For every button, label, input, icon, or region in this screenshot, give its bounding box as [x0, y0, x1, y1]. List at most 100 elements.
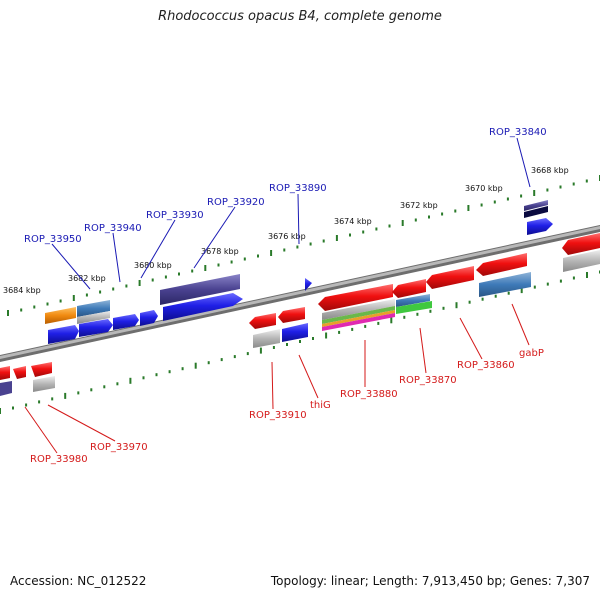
upper-scale-tick	[414, 218, 417, 222]
upper-scale-tick	[546, 188, 549, 192]
label-leaders	[24, 137, 531, 454]
gene-red-mid-3[interactable]	[392, 279, 426, 298]
gene-rop-33870[interactable]	[426, 266, 474, 289]
upper-scale-tick	[138, 280, 141, 286]
upper-scale-tick	[59, 299, 62, 303]
lower-scale-tick	[481, 297, 484, 301]
gene-rop-33880-grey[interactable]	[322, 299, 395, 320]
upper-scale-tick	[270, 250, 273, 256]
gene-rop-33940[interactable]	[79, 319, 113, 337]
lower-scale-tick	[90, 388, 93, 392]
kbp-label-3672: 3672 kbp	[400, 201, 438, 210]
gene-rop-33880-magenta[interactable]	[322, 313, 395, 331]
genome-backbone	[0, 225, 600, 362]
gene-rop-33980[interactable]	[0, 381, 12, 396]
lower-scale-tick	[572, 276, 575, 280]
label-rop-33880[interactable]: ROP_33880	[340, 389, 398, 400]
gene-rop-33950[interactable]	[48, 325, 79, 344]
gene-green-mid[interactable]	[396, 301, 432, 314]
upper-scale-tick	[85, 293, 88, 297]
accession-text: Accession: NC_012522	[10, 574, 147, 588]
gene-red-right[interactable]	[562, 233, 600, 255]
lower-scale-track	[0, 270, 600, 414]
kbp-label-3678: 3678 kbp	[201, 247, 239, 256]
label-rop-33890[interactable]: ROP_33890	[269, 183, 327, 194]
lower-scale-tick	[442, 306, 445, 310]
gene-rop-33920[interactable]	[163, 293, 243, 321]
gene-red-left-2[interactable]	[13, 366, 26, 379]
label-rop-33940[interactable]: ROP_33940	[84, 223, 142, 234]
lower-scale-tick	[272, 346, 275, 349]
upper-scale-tick	[467, 205, 470, 211]
gene-labels-top: ROP_33950 ROP_33940 ROP_33930 ROP_33920 …	[24, 127, 547, 245]
label-rop-33910[interactable]: ROP_33910	[249, 410, 307, 421]
gene-rop-33880-green[interactable]	[322, 306, 395, 324]
gene-thiG[interactable]	[282, 323, 308, 342]
label-rop-33840[interactable]: ROP_33840	[489, 127, 547, 138]
kbp-label-3668: 3668 kbp	[531, 166, 569, 175]
gene-steel-small[interactable]	[77, 300, 110, 317]
label-thiG[interactable]: thiG	[310, 400, 331, 411]
lower-scale-tick	[494, 294, 497, 298]
gene-rop-33840-a[interactable]	[524, 200, 548, 211]
lower-scale-tick	[233, 355, 236, 359]
gene-steel-mid[interactable]	[396, 294, 430, 307]
gene-rop-33930[interactable]	[113, 314, 139, 330]
lower-scale-tick	[312, 337, 314, 340]
gene-rop-33840-c[interactable]	[527, 218, 553, 235]
label-gabP[interactable]: gabP	[519, 348, 544, 359]
upper-scale-tick	[362, 230, 365, 234]
lower-scale-tick	[416, 312, 419, 316]
gene-rop-33860[interactable]	[476, 253, 527, 276]
lower-scale-tick	[507, 291, 510, 295]
gene-red-left-3[interactable]	[31, 362, 52, 377]
upper-scale-tick	[20, 308, 23, 312]
lower-scale-tick	[468, 300, 471, 304]
lower-scale-tick	[559, 279, 562, 283]
gene-rop-33880-orange[interactable]	[322, 310, 395, 327]
gene-orange[interactable]	[45, 307, 76, 324]
label-rop-33970[interactable]: ROP_33970	[90, 442, 148, 453]
gene-red-mid-1[interactable]	[249, 313, 276, 329]
lower-scale-tick	[25, 403, 28, 407]
lower-scale-tick	[364, 324, 367, 328]
lower-scale-tick	[129, 377, 132, 384]
gene-red-left-1[interactable]	[0, 366, 10, 380]
upper-scale-tick	[46, 302, 49, 306]
upper-scale-tick	[388, 224, 391, 228]
label-rop-33870[interactable]: ROP_33870	[399, 375, 457, 386]
upper-scale-tick	[72, 295, 75, 301]
label-rop-33920[interactable]: ROP_33920	[207, 197, 265, 208]
lower-scale-tick	[338, 330, 341, 334]
upper-scale-tick	[191, 269, 194, 273]
lower-scale-tick	[259, 347, 262, 354]
gene-rop-33880-red[interactable]	[318, 284, 393, 311]
gene-rop-33910[interactable]	[253, 329, 280, 348]
label-rop-33950[interactable]: ROP_33950	[24, 234, 82, 245]
label-rop-33930[interactable]: ROP_33930	[146, 210, 204, 221]
gene-rop-33840-b[interactable]	[524, 206, 548, 218]
upper-scale-tick	[349, 233, 351, 237]
lower-scale-tick	[351, 327, 354, 331]
gene-grey-small[interactable]	[77, 311, 110, 324]
gene-gabP[interactable]	[479, 272, 531, 297]
lower-scale-tick	[142, 376, 145, 380]
upper-scale-tick	[217, 263, 220, 267]
genome-summary-text: Topology: linear; Length: 7,913,450 bp; …	[270, 574, 590, 588]
gene-rop-33920-purple[interactable]	[160, 274, 240, 305]
gene-rop-33970[interactable]	[33, 376, 55, 392]
gene-grey-right[interactable]	[563, 250, 600, 272]
upper-scale-tick	[506, 197, 509, 201]
upper-scale-tick	[401, 220, 404, 226]
gene-blue-small[interactable]	[140, 310, 158, 326]
lower-scale-tick	[51, 397, 54, 401]
label-rop-33980[interactable]: ROP_33980	[30, 454, 88, 465]
upper-scale-tick	[283, 248, 286, 252]
lower-scale-tick	[520, 287, 523, 294]
label-rop-33860[interactable]: ROP_33860	[457, 360, 515, 371]
upper-scale-tick	[33, 305, 36, 309]
gene-rop-33890[interactable]	[305, 278, 312, 291]
gene-red-mid-2[interactable]	[278, 307, 305, 323]
upper-scale-tick	[520, 194, 523, 198]
